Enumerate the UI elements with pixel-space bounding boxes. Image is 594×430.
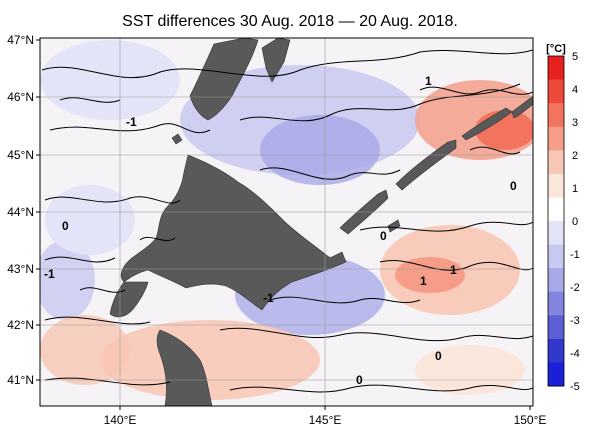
lon-label: 145°E	[309, 413, 342, 427]
colorbar-swatches	[548, 56, 564, 387]
warm-patch-southwest	[40, 315, 130, 385]
land-honshu-north	[156, 329, 213, 406]
lat-label: 41°N	[7, 373, 34, 387]
colorbar-label: -1	[570, 249, 580, 261]
lon-label: 150°E	[514, 413, 547, 427]
land-shikotan	[387, 219, 401, 233]
contour-line	[79, 287, 126, 293]
contour-line	[41, 49, 533, 79]
colorbar-swatch	[548, 103, 564, 128]
contour-line	[379, 260, 533, 271]
colorbar-swatch	[548, 150, 564, 175]
cool-patch-sea-of-japan	[45, 185, 135, 255]
map-panel: 1 -1 0 -1 1 -1 1 0 0 0 0	[40, 38, 533, 406]
colorbar-swatch	[548, 362, 564, 387]
map-frame	[39, 37, 534, 407]
land-sakhalin	[189, 38, 259, 121]
lon-axis: 140°E 145°E 150°E	[104, 406, 547, 427]
contour-line	[419, 86, 533, 95]
contour-line	[239, 83, 521, 122]
lat-label: 42°N	[7, 318, 34, 332]
contour-label: 0	[380, 229, 387, 243]
colorbar-label: -2	[570, 282, 580, 294]
lat-label: 46°N	[7, 90, 34, 104]
contour-label: 0	[435, 349, 442, 363]
contour-line	[44, 256, 116, 263]
contour-label: -1	[263, 291, 274, 305]
colorbar-frame	[547, 55, 565, 387]
land-oshima-peninsula	[109, 281, 149, 318]
contour-label: -1	[126, 115, 137, 129]
lat-axis: 47°N 46°N 45°N 44°N 43°N 42°N 41°N	[7, 33, 40, 387]
colorbar-swatch	[548, 268, 564, 293]
contour-label: 1	[450, 263, 457, 277]
colorbar-swatch	[548, 291, 564, 316]
graticule	[40, 38, 533, 406]
colorbar-label: -4	[570, 348, 580, 360]
land	[109, 38, 533, 406]
contour-line	[469, 146, 521, 155]
colorbar-swatch	[548, 79, 564, 104]
colorbar-swatch	[548, 173, 564, 198]
colorbar-swatch	[548, 221, 564, 246]
colorbar-label: -3	[570, 315, 580, 327]
colorbar-label: -5	[570, 381, 580, 393]
contour-line	[219, 327, 533, 342]
colorbar-label: 4	[572, 84, 578, 96]
land-rishiri	[171, 133, 183, 145]
land-sakhalin-east	[261, 38, 291, 83]
colorbar-unit: [°C]	[546, 43, 566, 55]
cool-patch-nw	[40, 40, 180, 120]
colorbar-swatch	[548, 56, 564, 81]
contour-label: 1	[420, 274, 427, 288]
contour-line	[269, 296, 421, 304]
colorbar: [°C] 5 4 3 2 1 0 -1 -2 -3 -4 -5	[546, 43, 580, 393]
lat-label: 45°N	[7, 148, 34, 162]
contour-label: 0	[510, 179, 517, 193]
contour-label: 0	[62, 219, 69, 233]
colorbar-swatch	[548, 315, 564, 340]
contour-line	[49, 123, 211, 134]
contour-labels: 1 -1 0 -1 1 -1 1 0 0 0 0	[44, 74, 517, 387]
map-title: SST differences 30 Aug. 2018 — 20 Aug. 2…	[122, 13, 458, 30]
lat-label: 47°N	[7, 33, 34, 47]
colorbar-label: 3	[572, 117, 578, 129]
contour-line	[44, 316, 151, 325]
colorbar-label: 2	[572, 150, 578, 162]
contour-line	[59, 97, 121, 103]
contour-line	[229, 384, 533, 393]
warm-patch-pacific-core	[395, 257, 465, 293]
colorbar-swatch	[548, 197, 564, 222]
contour-line	[139, 236, 176, 242]
contour-lines	[41, 49, 533, 393]
contour-line	[44, 377, 171, 386]
contour-line	[359, 221, 533, 232]
colorbar-label: 5	[572, 51, 578, 63]
warm-patch-southeast	[415, 345, 525, 395]
colorbar-swatch	[548, 338, 564, 363]
lon-label: 140°E	[104, 413, 137, 427]
contour-label: 1	[425, 74, 432, 88]
contour-label: 0	[356, 373, 363, 387]
land-iturup	[395, 139, 457, 191]
lat-label: 44°N	[7, 205, 34, 219]
contour-label: -1	[44, 267, 55, 281]
lat-label: 43°N	[7, 262, 34, 276]
colorbar-label: 0	[572, 216, 578, 228]
colorbar-label: 1	[572, 183, 578, 195]
colorbar-swatch	[548, 126, 564, 151]
contour-line	[44, 196, 181, 204]
warm-patch-south	[100, 320, 320, 400]
contour-line	[259, 167, 401, 180]
land-simushir	[511, 95, 533, 119]
cool-patch-okhotsk-core	[260, 115, 380, 185]
colorbar-swatch	[548, 244, 564, 269]
